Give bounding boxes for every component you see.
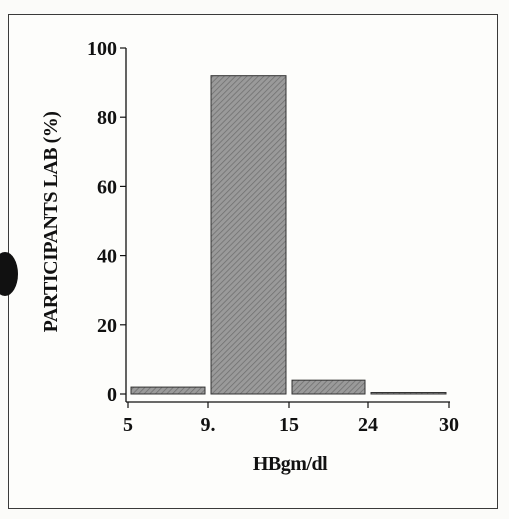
x-tick-label-3: 24 — [358, 414, 378, 436]
y-tick-label-60: 60 — [97, 176, 117, 198]
axes-group — [125, 48, 450, 403]
bar-24-30 — [370, 392, 447, 395]
y-tick-label-80: 80 — [97, 107, 117, 129]
y-tick-label-40: 40 — [97, 246, 117, 268]
x-tick-label-4: 30 — [439, 414, 459, 436]
punch-hole-mark — [0, 252, 18, 296]
bar-5-9 — [130, 386, 206, 395]
bars-group — [130, 75, 447, 395]
y-axis-title: PARTICIPANTS LAB (%) — [40, 112, 62, 333]
x-tick-label-0: 5 — [123, 414, 133, 436]
bar-15-24 — [291, 379, 366, 395]
y-tick-label-0: 0 — [107, 384, 117, 406]
bar-9-15 — [210, 75, 287, 395]
ticks-group: 0 20 40 60 80 100 5 9. 15 24 30 — [87, 38, 459, 436]
x-tick-label-1: 9. — [201, 414, 216, 436]
x-axis-title: HBgm/dl — [253, 453, 328, 475]
y-tick-label-20: 20 — [97, 315, 117, 337]
y-tick-label-100: 100 — [87, 38, 117, 60]
x-tick-label-2: 15 — [279, 414, 299, 436]
